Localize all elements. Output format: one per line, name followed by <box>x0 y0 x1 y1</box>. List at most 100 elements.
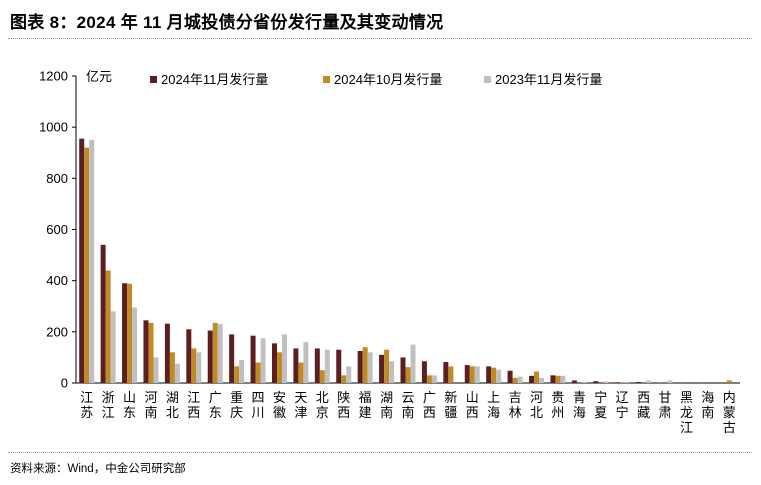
bar-北京-series-2 <box>319 370 325 383</box>
bar-福建-series-3 <box>367 352 373 383</box>
bar-陕西-series-3 <box>346 366 352 383</box>
bar-四川-series-1 <box>250 335 256 383</box>
bar-云南-series-1 <box>400 357 406 383</box>
x-tick-label: 新疆 <box>444 390 457 420</box>
legend-swatch <box>150 76 157 83</box>
x-tick-label: 海南 <box>701 390 714 420</box>
bar-西藏-series-1 <box>636 381 642 383</box>
bar-四川-series-3 <box>260 338 266 383</box>
bar-湖北-series-3 <box>174 363 180 383</box>
x-tick-label: 宁夏 <box>594 390 607 420</box>
bar-贵州-series-1 <box>550 375 556 383</box>
bar-安徽-series-3 <box>281 334 287 383</box>
x-tick-label: 甘肃 <box>659 390 672 420</box>
footer-divider <box>8 452 752 453</box>
x-tick-label: 辽宁 <box>616 390 629 420</box>
bar-江苏-series-3 <box>89 139 95 383</box>
bar-湖北-series-2 <box>169 352 175 383</box>
bar-湖北-series-1 <box>164 323 170 383</box>
bar-广东-series-1 <box>207 330 213 383</box>
chart-title: 图表 8：2024 年 11 月城投债分省份发行量及其变动情况 <box>10 13 444 32</box>
bar-西藏-series-3 <box>646 380 652 383</box>
x-tick-label: 四川 <box>252 390 265 420</box>
bar-湖南-series-1 <box>379 354 385 383</box>
bar-江西-series-1 <box>186 329 192 383</box>
bar-贵州-series-3 <box>560 375 566 383</box>
bar-河南-series-2 <box>148 322 154 383</box>
bar-河北-series-1 <box>529 375 535 383</box>
bar-天津-series-1 <box>293 348 299 383</box>
x-tick-label: 湖北 <box>166 390 179 420</box>
bar-广西-series-3 <box>431 375 437 383</box>
x-tick-label: 江西 <box>187 390 200 420</box>
x-tick-label: 青海 <box>573 390 586 420</box>
bar-重庆-series-3 <box>239 359 245 383</box>
bar-陕西-series-1 <box>336 349 342 383</box>
title-divider <box>8 38 752 39</box>
x-tick-label: 山西 <box>466 390 479 420</box>
bar-吉林-series-1 <box>507 370 513 383</box>
bar-上海-series-2 <box>491 367 497 383</box>
bar-辽宁-series-3 <box>624 381 630 383</box>
bar-浙江-series-3 <box>110 311 116 383</box>
bar-安徽-series-2 <box>276 352 282 383</box>
y-tick-label: 200 <box>46 324 68 339</box>
y-tick-label: 1000 <box>39 120 68 135</box>
bar-series-group <box>79 138 732 384</box>
bar-甘肃-series-1 <box>657 382 663 383</box>
bar-宁夏-series-3 <box>603 381 609 383</box>
x-tick-label: 吉林 <box>509 390 522 420</box>
bar-浙江-series-2 <box>105 270 111 383</box>
legend-label: 2024年10月发行量 <box>334 72 442 87</box>
x-tick-label: 贵州 <box>551 390 564 420</box>
bar-四川-series-2 <box>255 362 261 383</box>
x-tick-label: 浙江 <box>102 390 115 420</box>
x-tick-label: 河北 <box>530 390 543 420</box>
x-tick-label: 江苏 <box>80 390 93 420</box>
bar-河北-series-3 <box>539 377 545 383</box>
legend-swatch <box>323 76 330 83</box>
bar-山西-series-1 <box>464 365 470 383</box>
bar-上海-series-3 <box>496 369 502 383</box>
bar-上海-series-1 <box>486 366 492 383</box>
bar-山东-series-1 <box>122 283 128 383</box>
bar-贵州-series-2 <box>555 375 561 383</box>
bar-重庆-series-2 <box>234 366 240 383</box>
bar-青海-series-3 <box>581 381 587 383</box>
bar-安徽-series-1 <box>271 343 277 383</box>
bar-广西-series-2 <box>426 375 432 383</box>
bar-湖南-series-3 <box>389 361 395 383</box>
bar-广东-series-3 <box>217 324 223 383</box>
x-tick-label: 天津 <box>294 390 307 420</box>
bar-天津-series-2 <box>298 362 304 383</box>
bar-山西-series-3 <box>474 366 480 383</box>
bar-吉林-series-3 <box>517 376 523 383</box>
x-tick-label: 河南 <box>144 390 157 420</box>
legend-label: 2023年11月发行量 <box>495 72 602 87</box>
bar-山西-series-2 <box>469 366 475 383</box>
y-tick-label: 1200 <box>39 69 68 84</box>
bar-陕西-series-2 <box>341 375 347 383</box>
bar-重庆-series-1 <box>229 334 235 383</box>
bar-福建-series-2 <box>362 347 368 383</box>
bar-青海-series-1 <box>571 380 577 383</box>
bar-江西-series-2 <box>191 348 197 383</box>
bar-山东-series-2 <box>127 283 133 383</box>
bar-甘肃-series-3 <box>667 380 673 383</box>
bar-江苏-series-2 <box>84 147 90 383</box>
bar-江苏-series-1 <box>79 138 85 383</box>
x-tick-label: 云南 <box>401 390 414 420</box>
legend-label: 2024年11月发行量 <box>161 72 268 87</box>
bar-辽宁-series-2 <box>619 382 625 383</box>
x-tick-label: 陕西 <box>337 390 350 420</box>
bar-北京-series-3 <box>324 349 330 383</box>
x-tick-label: 上海 <box>487 390 500 420</box>
bar-chart: 0 200 400 600 800 1000 1200 江苏浙江山东河南湖北江西广东重庆四川… <box>39 69 740 435</box>
bar-辽宁-series-1 <box>614 382 620 383</box>
x-tick-label: 广东 <box>209 390 222 420</box>
chart-legend: 2024年11月发行量 2024年10月发行量 2023年11月发行量 <box>150 72 602 87</box>
x-tick-label: 福建 <box>359 390 372 420</box>
y-axis-unit-label: 亿元 <box>86 69 112 84</box>
source-note: 资料来源：Wind，中金公司研究部 <box>10 463 186 475</box>
x-tick-label: 内蒙古 <box>723 390 736 435</box>
